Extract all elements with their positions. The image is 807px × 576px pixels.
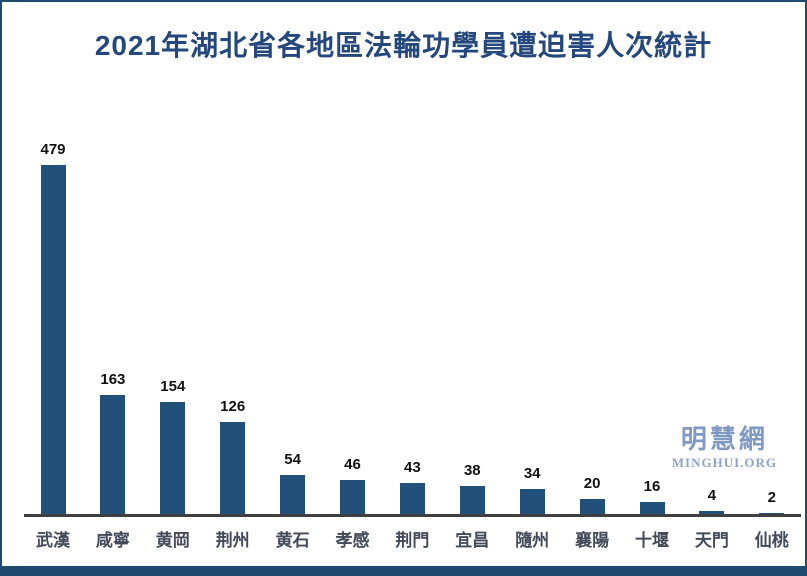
category-label: 天門 <box>694 531 729 550</box>
category-label: 黄石 <box>275 531 310 550</box>
category-label: 孝感 <box>335 531 370 550</box>
bar-value-label: 38 <box>463 462 481 480</box>
category-label: 隨州 <box>515 531 550 550</box>
bar-value-label: 4 <box>707 487 717 505</box>
category-label: 襄陽 <box>575 531 610 550</box>
bar <box>459 486 485 514</box>
bar-value-label: 2 <box>767 488 776 506</box>
bar-value-label: 43 <box>404 458 421 476</box>
bar-value-label: 54 <box>284 450 301 468</box>
watermark-cjk-text: 明慧網 <box>680 425 768 454</box>
bottom-border-strip <box>2 566 805 574</box>
bar-value-label: 163 <box>100 371 126 389</box>
bar-value-label: 16 <box>643 478 661 496</box>
bar <box>220 422 246 514</box>
bar <box>639 502 665 514</box>
bar-value-label: 126 <box>220 398 246 416</box>
category-label: 武漢 <box>36 531 70 550</box>
bar <box>399 482 425 514</box>
category-label: 黄岡 <box>155 531 190 550</box>
bar-value-label: 154 <box>160 377 186 395</box>
bar <box>579 499 605 514</box>
bar <box>519 489 545 514</box>
bar-value-label: 46 <box>344 456 361 474</box>
bar <box>160 401 186 514</box>
bar <box>340 480 365 514</box>
category-label: 十堰 <box>635 531 669 550</box>
bar-value-label: 20 <box>583 475 601 493</box>
minghui-watermark: 明慧網 MINGHUI.ORG <box>671 425 777 470</box>
bar <box>699 511 725 514</box>
bar <box>759 512 785 514</box>
bar <box>40 165 66 514</box>
bar-value-label: 479 <box>40 141 66 158</box>
category-label: 仙桃 <box>754 531 789 550</box>
category-label: 荆州 <box>215 531 250 550</box>
category-label: 荆門 <box>395 531 430 550</box>
chart-title: 2021年湖北省各地區法輪功學員遭迫害人次統計 <box>94 30 713 61</box>
category-label: 咸寧 <box>95 531 130 550</box>
x-axis-line <box>24 514 801 517</box>
watermark-latin-text: MINGHUI.ORG <box>671 455 777 470</box>
bar <box>280 474 306 514</box>
bar <box>100 395 126 514</box>
category-label: 宜昌 <box>455 531 490 550</box>
bar-value-label: 34 <box>523 465 541 483</box>
